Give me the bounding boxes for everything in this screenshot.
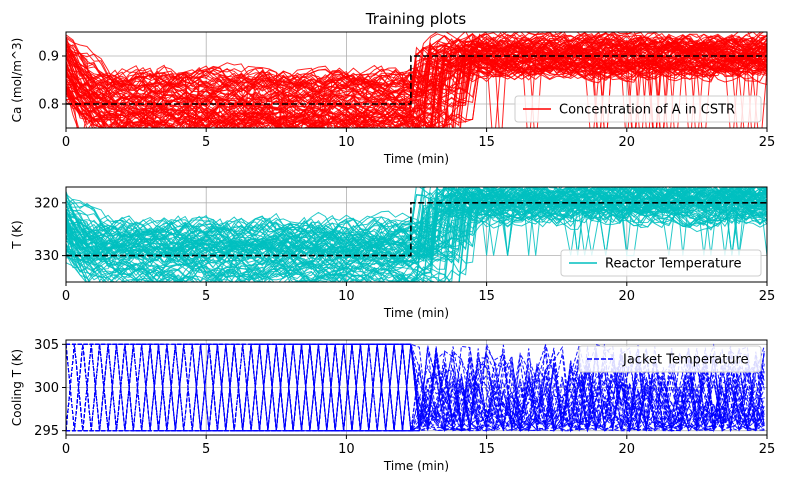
training-trace — [66, 343, 765, 432]
x-tick-label: 15 — [478, 289, 495, 304]
setpoint-line — [66, 202, 767, 257]
training-trace — [66, 50, 767, 128]
subplot-2: 0 5 10 15 20 25 320 330 Time (min) T (K) Reactor T… — [10, 186, 776, 320]
training-trace — [66, 187, 767, 256]
training-trace — [66, 53, 767, 128]
y-tick-label: 330 — [34, 249, 59, 264]
x-tick-label: 20 — [619, 442, 636, 457]
x-tick-label: 10 — [338, 289, 355, 304]
training-trace — [66, 343, 765, 433]
x-tick-label: 25 — [759, 135, 776, 150]
training-trace — [66, 187, 767, 251]
training-trace — [66, 343, 765, 432]
subplot-3: 0 5 10 15 20 25 295 300 305 Time (min) Cooling T (… — [10, 338, 775, 473]
training-trace — [66, 49, 767, 125]
setpoint-line — [66, 55, 767, 105]
x-tick-label: 5 — [202, 289, 210, 304]
legend-label: Reactor Temperature — [605, 257, 741, 272]
x-tick-label: 0 — [62, 289, 70, 304]
x-tick-label: 10 — [338, 442, 355, 457]
x-axis-label: Time (min) — [383, 152, 449, 166]
training-trace — [66, 187, 723, 244]
y-axis-label: T (K) — [10, 220, 24, 249]
training-trace — [66, 38, 767, 128]
training-trace — [66, 32, 767, 98]
training-trace — [66, 343, 765, 432]
training-traces — [66, 187, 767, 282]
training-trace — [66, 189, 767, 272]
training-trace — [66, 204, 767, 282]
legend-box — [514, 95, 762, 123]
x-tick-label: 20 — [619, 135, 636, 150]
y-tick-label: 0.9 — [38, 50, 59, 65]
training-trace — [66, 38, 767, 128]
x-tick-label: 15 — [478, 442, 495, 457]
x-tick-label: 5 — [202, 135, 210, 150]
x-tick-label: 0 — [62, 135, 70, 150]
legend-box — [560, 249, 762, 277]
training-trace — [66, 58, 767, 128]
subplot-1: 0 5 10 15 20 25 0.8 0.9 Time (min) Ca (mol/m^3) Co… — [10, 31, 776, 166]
legend: Concentration of A in CSTR — [514, 95, 762, 123]
training-trace — [66, 343, 765, 433]
training-trace — [66, 43, 767, 128]
training-trace — [66, 59, 767, 128]
training-traces — [66, 32, 767, 128]
y-axis-label: Ca (mol/m^3) — [10, 38, 24, 123]
training-trace — [66, 187, 757, 256]
training-trace — [66, 52, 767, 128]
training-trace — [66, 343, 765, 432]
figure-title: Training plots — [365, 10, 467, 28]
training-trace — [66, 32, 767, 128]
training-trace — [66, 187, 767, 256]
x-tick-label: 10 — [338, 135, 355, 150]
x-tick-label: 25 — [759, 289, 776, 304]
training-trace — [66, 343, 765, 432]
legend-box — [578, 345, 762, 373]
x-tick-label: 15 — [478, 135, 495, 150]
y-tick-label: 300 — [34, 381, 59, 396]
training-trace — [66, 192, 767, 282]
training-trace — [66, 187, 767, 257]
x-axis-label: Time (min) — [383, 306, 449, 320]
x-tick-label: 25 — [759, 442, 776, 457]
training-trace — [66, 187, 753, 245]
legend-label: Jacket Temperature — [622, 353, 749, 368]
training-traces — [66, 343, 765, 433]
y-tick-label: 295 — [34, 424, 59, 439]
training-trace — [66, 343, 765, 433]
training-trace — [66, 58, 767, 128]
training-trace — [66, 343, 765, 432]
y-tick-label: 0.8 — [38, 98, 59, 113]
training-trace — [66, 200, 767, 282]
training-trace — [66, 37, 767, 104]
y-tick-label: 320 — [34, 196, 59, 211]
x-axis-label: Time (min) — [383, 459, 449, 473]
x-tick-label: 5 — [202, 442, 210, 457]
x-tick-label: 20 — [619, 289, 636, 304]
training-trace — [66, 50, 767, 128]
legend: Reactor Temperature — [560, 249, 762, 277]
legend-label: Concentration of A in CSTR — [559, 103, 735, 118]
axes-frame — [65, 186, 768, 283]
legend: Jacket Temperature — [578, 345, 762, 373]
training-trace — [66, 187, 767, 269]
training-trace — [66, 187, 767, 263]
training-trace — [66, 343, 765, 432]
x-tick-label: 0 — [62, 442, 70, 457]
training-trace — [66, 53, 767, 128]
training-trace — [66, 343, 765, 432]
y-axis-label: Cooling T (K) — [10, 349, 24, 426]
training-trace — [66, 343, 765, 432]
axes-frame — [65, 31, 768, 129]
y-tick-label: 305 — [34, 338, 59, 353]
